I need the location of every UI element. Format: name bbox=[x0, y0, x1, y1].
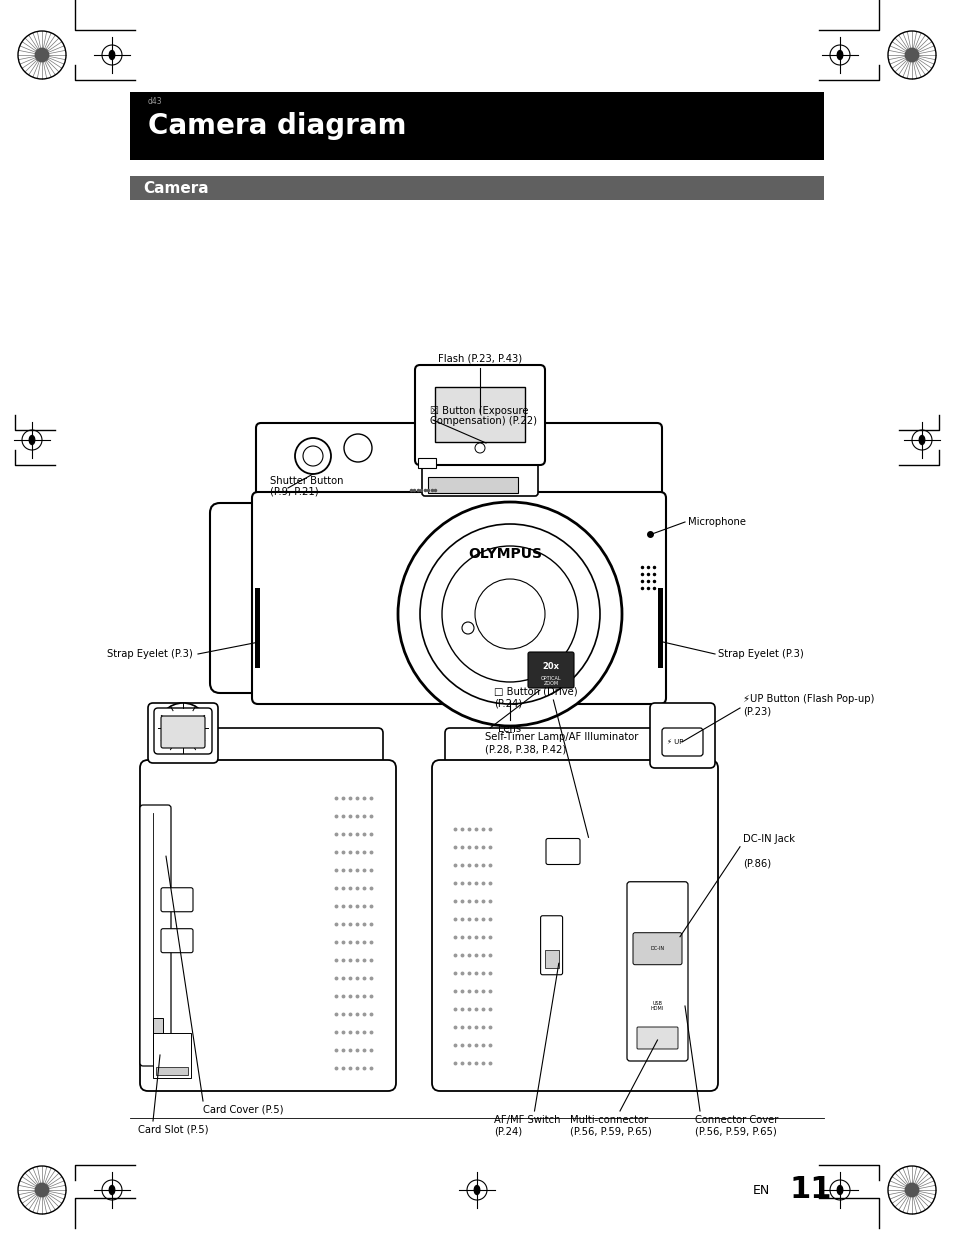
Ellipse shape bbox=[919, 435, 923, 444]
FancyBboxPatch shape bbox=[161, 928, 193, 952]
FancyBboxPatch shape bbox=[153, 708, 212, 754]
FancyBboxPatch shape bbox=[661, 728, 702, 756]
Ellipse shape bbox=[110, 50, 114, 59]
FancyBboxPatch shape bbox=[415, 365, 544, 465]
Text: Camera diagram: Camera diagram bbox=[148, 112, 406, 140]
FancyBboxPatch shape bbox=[545, 839, 579, 864]
FancyBboxPatch shape bbox=[649, 703, 714, 767]
Text: Strap Eyelet (P.3): Strap Eyelet (P.3) bbox=[107, 649, 193, 659]
Circle shape bbox=[475, 443, 484, 453]
FancyBboxPatch shape bbox=[152, 1033, 191, 1078]
Text: d43: d43 bbox=[148, 97, 162, 106]
Circle shape bbox=[35, 1184, 49, 1196]
FancyBboxPatch shape bbox=[637, 1027, 678, 1049]
FancyBboxPatch shape bbox=[140, 760, 395, 1091]
FancyBboxPatch shape bbox=[432, 760, 718, 1091]
FancyBboxPatch shape bbox=[161, 716, 205, 749]
Text: (P.24): (P.24) bbox=[494, 1127, 521, 1137]
Bar bbox=[130, 176, 823, 200]
Bar bbox=[544, 950, 558, 967]
Text: Card Cover (P.5): Card Cover (P.5) bbox=[203, 1105, 283, 1115]
Bar bbox=[156, 1067, 188, 1076]
FancyBboxPatch shape bbox=[527, 652, 574, 688]
Circle shape bbox=[441, 546, 578, 682]
Text: (P.23): (P.23) bbox=[742, 706, 770, 716]
Ellipse shape bbox=[837, 1185, 841, 1195]
Text: Compensation) (P.22): Compensation) (P.22) bbox=[430, 416, 537, 426]
FancyBboxPatch shape bbox=[626, 882, 687, 1060]
FancyBboxPatch shape bbox=[252, 492, 665, 704]
FancyBboxPatch shape bbox=[435, 387, 524, 442]
Text: □ Button (Drive): □ Button (Drive) bbox=[494, 686, 577, 696]
Ellipse shape bbox=[837, 50, 841, 59]
Bar bbox=[658, 587, 662, 668]
FancyBboxPatch shape bbox=[148, 703, 218, 764]
Text: Microphone: Microphone bbox=[687, 517, 745, 527]
Text: Shutter Button: Shutter Button bbox=[270, 476, 343, 486]
Ellipse shape bbox=[30, 435, 34, 444]
Text: Flash (P.23, P.43): Flash (P.23, P.43) bbox=[437, 353, 521, 364]
Text: ⚡ UP: ⚡ UP bbox=[666, 738, 682, 745]
Bar bbox=[254, 587, 260, 668]
Circle shape bbox=[475, 579, 544, 649]
Text: Connector Cover: Connector Cover bbox=[695, 1115, 778, 1125]
Circle shape bbox=[303, 447, 323, 465]
Text: EN: EN bbox=[752, 1184, 769, 1196]
Text: AF/MF Switch: AF/MF Switch bbox=[494, 1115, 560, 1125]
Text: OLYMPUS: OLYMPUS bbox=[468, 547, 541, 561]
Circle shape bbox=[397, 502, 621, 726]
Circle shape bbox=[158, 703, 208, 754]
Text: OPTICAL: OPTICAL bbox=[540, 676, 560, 681]
Bar bbox=[417, 458, 436, 468]
Text: Camera: Camera bbox=[143, 180, 209, 195]
Text: DC-IN Jack: DC-IN Jack bbox=[742, 834, 794, 844]
FancyBboxPatch shape bbox=[633, 932, 681, 965]
Circle shape bbox=[904, 1184, 918, 1196]
FancyBboxPatch shape bbox=[140, 805, 171, 1066]
Text: Strap Eyelet (P.3): Strap Eyelet (P.3) bbox=[718, 649, 803, 659]
Text: ☒ Button (Exposure: ☒ Button (Exposure bbox=[430, 406, 528, 416]
Text: DC-IN: DC-IN bbox=[650, 946, 664, 951]
Text: Self-Timer Lamp/AF Illuminator: Self-Timer Lamp/AF Illuminator bbox=[484, 732, 638, 742]
Bar bbox=[130, 92, 823, 160]
Text: Lens: Lens bbox=[497, 725, 521, 733]
Circle shape bbox=[35, 48, 49, 62]
Text: ZOOM: ZOOM bbox=[543, 681, 558, 686]
Circle shape bbox=[419, 525, 599, 704]
Text: (P.24): (P.24) bbox=[494, 698, 521, 708]
Bar bbox=[428, 477, 517, 493]
Circle shape bbox=[294, 438, 331, 474]
FancyBboxPatch shape bbox=[540, 916, 562, 975]
Text: (P.28, P.38, P.42): (P.28, P.38, P.42) bbox=[484, 743, 566, 754]
Text: 11: 11 bbox=[789, 1175, 832, 1204]
FancyBboxPatch shape bbox=[161, 888, 193, 912]
Text: Multi-connector: Multi-connector bbox=[569, 1115, 647, 1125]
Text: (P.9, P.21): (P.9, P.21) bbox=[270, 486, 318, 496]
Text: (P.56, P.59, P.65): (P.56, P.59, P.65) bbox=[695, 1127, 776, 1137]
FancyBboxPatch shape bbox=[152, 728, 382, 777]
Text: USB
HDMI: USB HDMI bbox=[650, 1000, 663, 1011]
FancyBboxPatch shape bbox=[421, 452, 537, 496]
Text: (P.86): (P.86) bbox=[742, 859, 770, 869]
Ellipse shape bbox=[474, 1185, 479, 1195]
Circle shape bbox=[904, 48, 918, 62]
FancyBboxPatch shape bbox=[255, 423, 661, 508]
FancyBboxPatch shape bbox=[210, 503, 310, 693]
Text: (P.56, P.59, P.65): (P.56, P.59, P.65) bbox=[569, 1127, 651, 1137]
Text: Card Slot (P.5): Card Slot (P.5) bbox=[138, 1125, 209, 1135]
Text: ⚡UP Button (Flash Pop-up): ⚡UP Button (Flash Pop-up) bbox=[742, 694, 874, 704]
Circle shape bbox=[344, 434, 372, 462]
Ellipse shape bbox=[110, 1185, 114, 1195]
Bar bbox=[152, 1018, 163, 1048]
FancyBboxPatch shape bbox=[444, 728, 704, 777]
Text: 20x: 20x bbox=[542, 662, 558, 671]
Circle shape bbox=[461, 621, 474, 634]
